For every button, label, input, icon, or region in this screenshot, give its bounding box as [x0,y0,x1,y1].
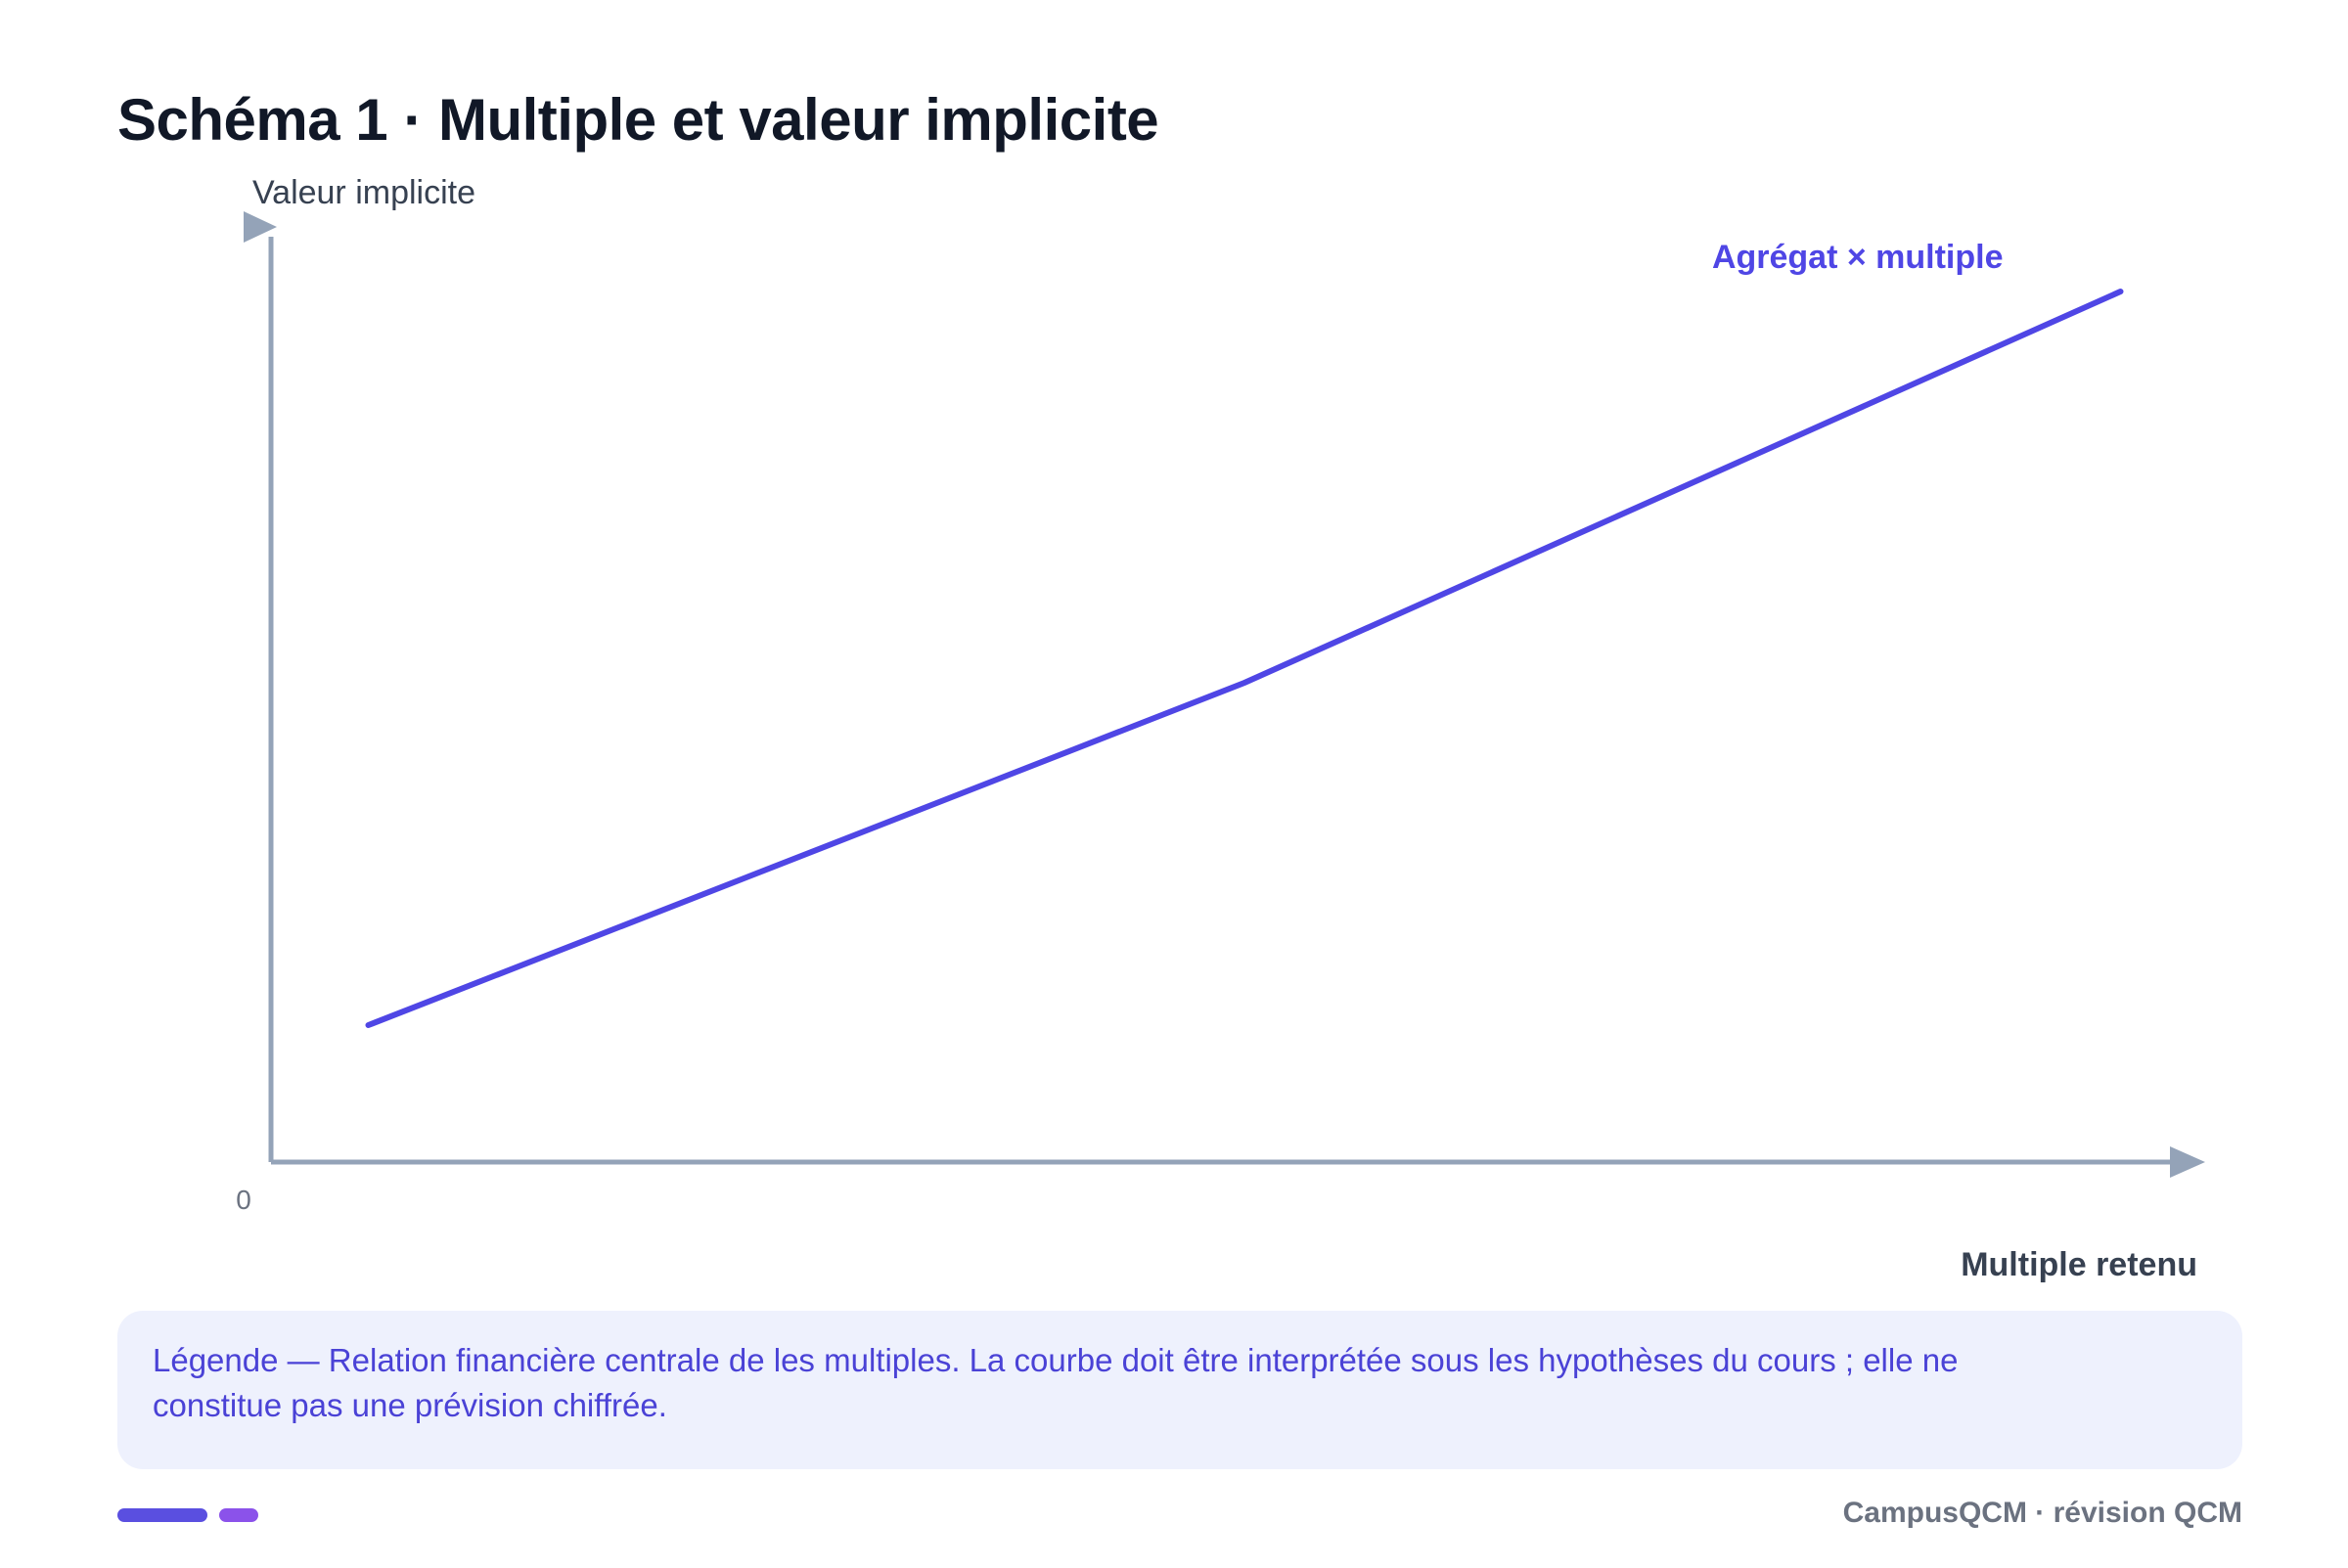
legend-box: Légende — Relation financière centrale d… [117,1311,2242,1469]
y-axis-arrow-icon [244,211,277,243]
series-layer: Agrégat × multiple [365,239,2124,1028]
series-label: Agrégat × multiple [1712,239,2004,276]
series-line [365,289,2124,1028]
footer-bar-primary [117,1508,207,1522]
origin-label: 0 [236,1185,251,1215]
x-axis-label: Multiple retenu [1961,1246,2197,1283]
y-axis-label: Valeur implicite [252,174,475,211]
x-axis-arrow-icon [2170,1146,2205,1178]
page-title: Schéma 1 · Multiple et valeur implicite [117,87,1159,153]
footer-bar-secondary [219,1508,258,1522]
legend-text: Légende — Relation financière centrale d… [153,1342,1959,1423]
chart-axes [244,211,2205,1178]
footer-brand: CampusQCM · révision QCM [1842,1497,2242,1529]
